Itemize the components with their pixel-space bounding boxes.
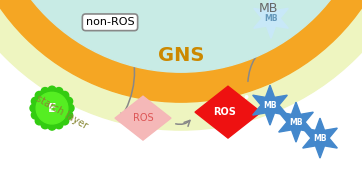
- Text: starch layer: starch layer: [34, 93, 90, 131]
- Polygon shape: [254, 0, 288, 38]
- Text: ROS: ROS: [214, 107, 236, 117]
- Circle shape: [30, 104, 38, 112]
- Polygon shape: [279, 102, 313, 142]
- Circle shape: [0, 0, 362, 72]
- Circle shape: [35, 91, 43, 99]
- Polygon shape: [115, 96, 171, 140]
- Circle shape: [55, 121, 63, 129]
- Text: GNS: GNS: [158, 46, 204, 65]
- Polygon shape: [195, 86, 261, 138]
- Circle shape: [48, 86, 56, 94]
- Circle shape: [41, 88, 49, 95]
- Circle shape: [31, 97, 39, 105]
- Text: ROS: ROS: [133, 113, 153, 123]
- Text: MB: MB: [258, 2, 278, 15]
- Text: MB: MB: [313, 134, 327, 143]
- Text: MB: MB: [263, 101, 277, 110]
- Circle shape: [35, 117, 43, 125]
- Circle shape: [3, 0, 359, 60]
- Text: non-ROS: non-ROS: [86, 17, 134, 27]
- Text: E: E: [48, 102, 56, 115]
- Circle shape: [65, 111, 73, 119]
- Circle shape: [41, 121, 49, 129]
- Circle shape: [61, 117, 69, 125]
- Circle shape: [61, 91, 69, 99]
- Polygon shape: [253, 85, 287, 125]
- Polygon shape: [303, 118, 337, 158]
- Circle shape: [48, 122, 56, 130]
- Circle shape: [0, 0, 362, 130]
- Text: •: •: [243, 93, 250, 103]
- Text: MB: MB: [289, 118, 303, 127]
- Circle shape: [0, 0, 362, 102]
- Circle shape: [55, 88, 63, 95]
- Circle shape: [66, 104, 74, 112]
- Text: MB: MB: [264, 14, 278, 23]
- Circle shape: [31, 111, 39, 119]
- Circle shape: [65, 97, 73, 105]
- Circle shape: [36, 92, 68, 124]
